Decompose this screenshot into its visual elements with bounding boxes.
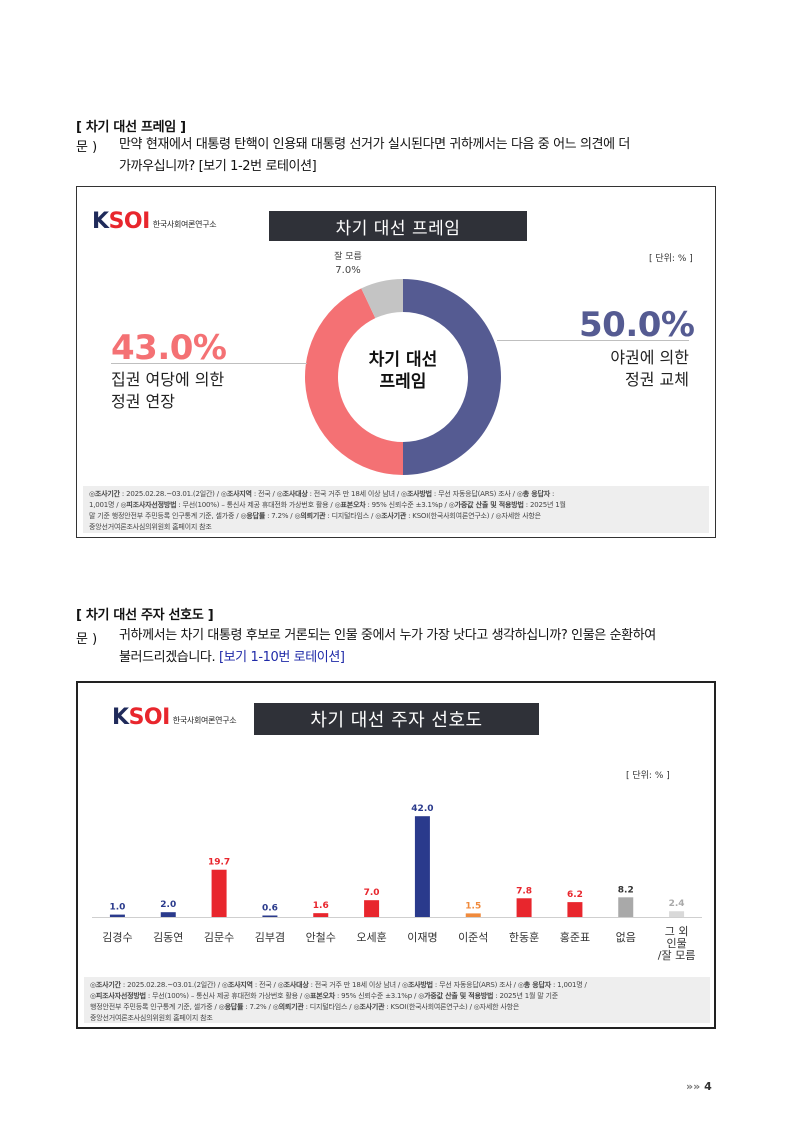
bar-tick-label-10: 홍준표 [560, 930, 590, 944]
question-line-2: 가까우십니까? [보기 1-2번 로테이션] [119, 159, 317, 174]
bar-tick-label-4: 김부겸 [255, 931, 285, 944]
bar-tick-label-12-2: 인물 [666, 937, 686, 950]
bar-value-label-2: 2.0 [160, 900, 176, 910]
bar-6 [364, 900, 380, 917]
bar-value-label-9: 7.8 [516, 886, 532, 896]
chart-panel-frame: KSOI 한국사회여론연구소 차기 대선 프레임 [ 단위: % ] 차기 대선… [76, 186, 716, 538]
ksoi-logo-2: KSOI 한국사회여론연구소 [112, 705, 237, 730]
left-label: 집권 여당에 의한 정권 연장 [111, 370, 225, 411]
bar-value-label-1: 1.0 [109, 903, 125, 913]
donut-chart [305, 279, 501, 475]
chart-banner-title: 차기 대선 프레임 [269, 211, 527, 241]
bar-value-label-7: 42.0 [411, 804, 433, 814]
bar-tick-label-12-3: /잘 모름 [658, 949, 696, 962]
donut-slice-1 [403, 279, 501, 475]
bar-7 [414, 816, 430, 917]
question-label-2: 문 ) [76, 632, 98, 647]
bar-tick-label-8: 이준석 [458, 931, 488, 944]
bar-tick-label-7: 이재명 [407, 931, 437, 944]
bar-tick-label-11: 없음 [616, 931, 636, 944]
bar-value-label-12: 2.4 [669, 899, 685, 909]
donut-slice-3 [361, 279, 403, 319]
bar-tick-label-1: 김경수 [102, 931, 132, 944]
dk-label: 잘 모름 [334, 252, 362, 262]
dk-pct: 7.0% [335, 265, 361, 276]
bar-value-label-5: 1.6 [313, 901, 329, 911]
bar-tick-label-9: 한동훈 [509, 931, 539, 944]
donut-center-label: 차기 대선 프레임 [368, 350, 438, 392]
ksoi-logo-subtitle-2: 한국사회여론연구소 [172, 716, 237, 725]
section-title-candidates: [ 차기 대선 주자 선호도 ] [76, 608, 214, 623]
bar-11 [618, 897, 634, 917]
bar-10 [567, 902, 583, 917]
bar-2 [160, 912, 176, 917]
unit-label: [ 단위: % ] [649, 254, 693, 264]
right-divider [497, 340, 689, 341]
bar-3 [211, 869, 227, 917]
bar-tick-label-6: 오세훈 [356, 931, 386, 944]
right-label: 야권에 의한 정권 교체 [610, 348, 689, 389]
survey-footnote: ◎조사기간 : 2025.02.28.~03.01.(2일간) / ◎조사지역 … [83, 486, 709, 533]
left-pct: 43.0% [111, 328, 227, 368]
bar-value-label-4: 0.6 [262, 904, 278, 914]
bar-value-label-3: 19.7 [208, 858, 230, 868]
question-label: 문 ) [76, 140, 98, 155]
question2-line-2: 불러드리겠습니다. [보기 1-10번 로테이션] [119, 650, 345, 665]
survey-footnote-2: ◎조사기간 : 2025.02.28.~03.01.(2일간) / ◎조사지역 … [84, 977, 710, 1023]
page-number: »» 4 [686, 1080, 712, 1093]
ksoi-logo: KSOI 한국사회여론연구소 [92, 209, 217, 234]
ksoi-logo-mark-2: KSOI [112, 705, 170, 730]
question-text-candidates: 귀하께서는 차기 대통령 후보로 거론되는 인물 중에서 누가 가장 낫다고 생… [119, 625, 719, 669]
bar-12 [669, 911, 685, 917]
question-text-frame: 만약 현재에서 대통령 탄핵이 인용돼 대통령 선거가 실시된다면 귀하께서는 … [119, 134, 719, 178]
bar-4 [262, 915, 278, 917]
bar-value-label-8: 1.5 [465, 901, 481, 911]
section-title-frame: [ 차기 대선 프레임 ] [76, 120, 186, 135]
bar-tick-label-2: 김동연 [153, 931, 183, 944]
bar-5 [313, 913, 329, 917]
bar-tick-label-3: 김문수 [204, 931, 234, 944]
right-pct: 50.0% [579, 305, 695, 345]
bar-value-label-10: 6.2 [567, 890, 583, 900]
bar-8 [465, 913, 481, 917]
bar-9 [516, 898, 532, 917]
left-divider [111, 363, 307, 364]
bar-tick-label-5: 안철수 [306, 931, 336, 944]
question2-line-1: 귀하께서는 차기 대통령 후보로 거론되는 인물 중에서 누가 가장 낫다고 생… [119, 628, 656, 643]
bar-value-label-11: 8.2 [618, 885, 634, 895]
bar-value-label-6: 7.0 [364, 888, 380, 898]
ksoi-logo-subtitle: 한국사회여론연구소 [152, 220, 217, 229]
chart-panel-candidates: KSOI 한국사회여론연구소 차기 대선 주자 선호도 [ 단위: % ] 1.… [76, 681, 716, 1029]
ksoi-logo-mark: KSOI [92, 209, 150, 234]
chart-banner-title-2: 차기 대선 주자 선호도 [254, 703, 539, 735]
bar-tick-label-12-1: 그 외 [665, 925, 689, 938]
question-line-1: 만약 현재에서 대통령 탄핵이 인용돼 대통령 선거가 실시된다면 귀하께서는 … [119, 137, 630, 152]
donut-slice-2 [305, 288, 403, 475]
unit-label-2: [ 단위: % ] [626, 771, 670, 781]
bar-chart: 1.0 김경수 2.0 김동연 19.7 김문수 0.6 김부겸 1.6 안철수 7.0 오세훈 42.… [92, 804, 702, 962]
bar-1 [109, 914, 125, 917]
